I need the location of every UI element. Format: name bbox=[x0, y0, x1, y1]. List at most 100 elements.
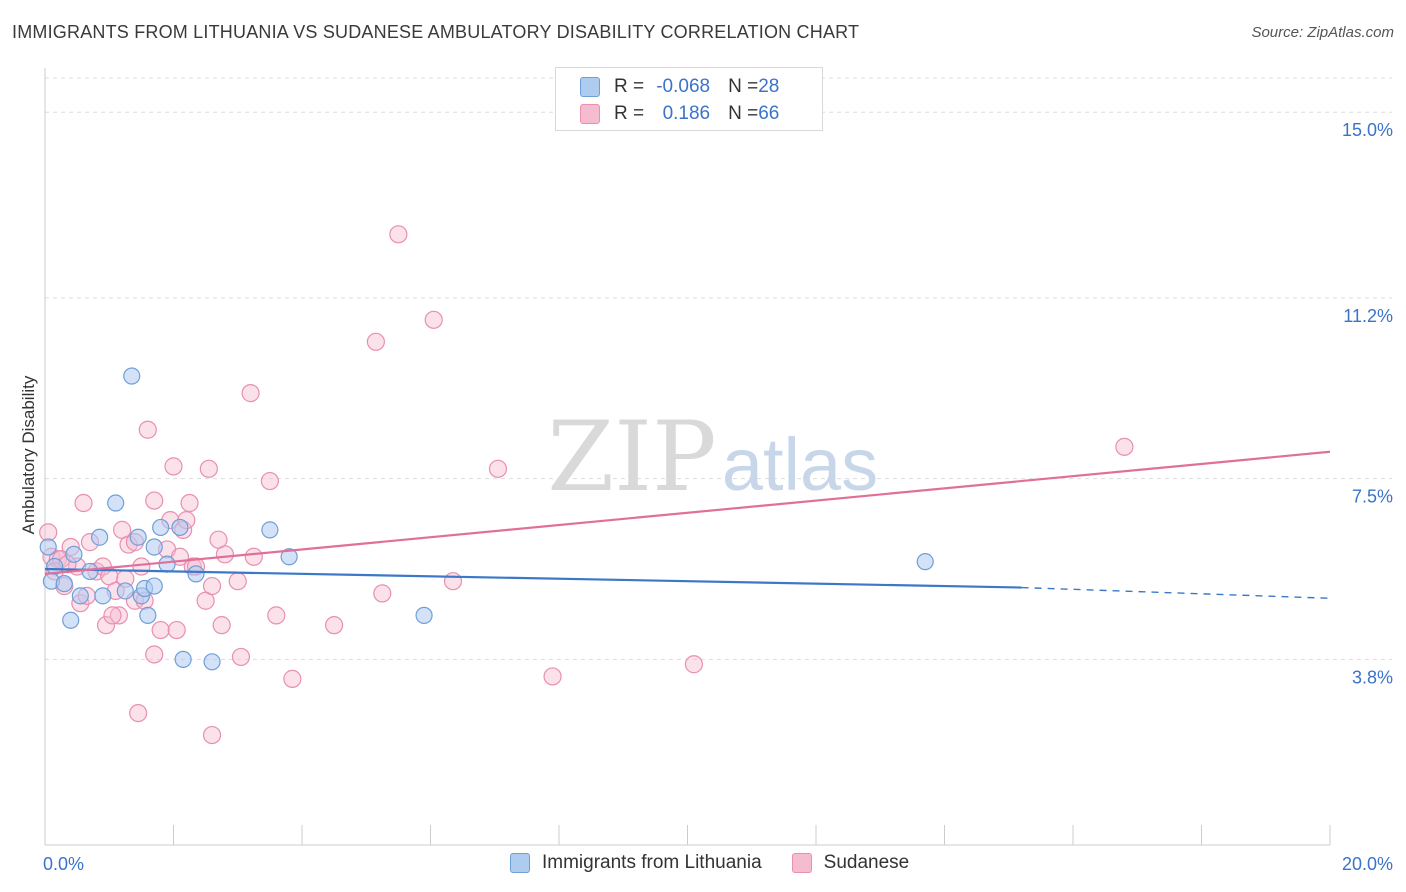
series-label-sudanese: Sudanese bbox=[823, 852, 910, 873]
sudanese-point bbox=[684, 655, 704, 674]
sudanese-point bbox=[109, 606, 128, 625]
lithuania-point bbox=[415, 606, 433, 624]
sudanese-point bbox=[325, 616, 344, 635]
legend-r-label: R = bbox=[614, 76, 645, 97]
sudanese-point bbox=[167, 620, 186, 640]
lithuania-point bbox=[55, 575, 73, 593]
correlation-legend: R = -0.068 N = 28 R = 0.186 N = 66 bbox=[555, 67, 823, 131]
legend-n-value: 28 bbox=[758, 76, 780, 97]
legend-swatch-pink bbox=[580, 104, 600, 124]
sudanese-point bbox=[145, 645, 164, 664]
lithuania-point bbox=[203, 653, 221, 671]
y-axis-label: Ambulatory Disability bbox=[19, 375, 38, 534]
watermark-zip: ZIP bbox=[547, 401, 716, 513]
watermark-atlas: atlas bbox=[722, 423, 878, 506]
chart-source: Source: ZipAtlas.com bbox=[1251, 24, 1394, 41]
sudanese-point bbox=[202, 576, 222, 596]
sudanese-point bbox=[132, 557, 151, 576]
x-tick-label: 20.0% bbox=[1342, 854, 1393, 874]
legend-r-value: -0.068 bbox=[656, 76, 711, 97]
legend-swatch-blue bbox=[580, 77, 600, 97]
sudanese-point bbox=[212, 616, 231, 635]
sudanese-point bbox=[209, 530, 228, 549]
sudanese-point bbox=[260, 471, 279, 491]
lithuania-point bbox=[174, 650, 192, 668]
y-tick-label: 15.0% bbox=[1342, 120, 1393, 140]
lithuania-point bbox=[116, 582, 134, 600]
sudanese-point bbox=[241, 384, 260, 403]
sudanese-point bbox=[103, 606, 122, 625]
sudanese-point bbox=[424, 310, 443, 329]
sudanese-point bbox=[96, 616, 116, 635]
tick-labels: 3.8% 7.5% 11.2% 15.0% 0.0% 20.0% bbox=[43, 120, 1393, 874]
lithuania-trend-extension bbox=[1021, 586, 1331, 599]
sudanese-point bbox=[138, 420, 157, 439]
sudanese-point bbox=[366, 332, 385, 351]
lithuania-point bbox=[145, 538, 163, 556]
series-legend: Immigrants from Lithuania Sudanese bbox=[510, 852, 939, 874]
legend-row-lithuania: R = -0.068 N = 28 bbox=[580, 75, 779, 99]
trend-lines bbox=[44, 450, 1331, 599]
lithuania-point bbox=[171, 518, 189, 537]
watermark: ZIP atlas bbox=[547, 401, 878, 513]
lithuania-point bbox=[280, 548, 298, 566]
sudanese-point bbox=[151, 620, 170, 640]
series-label-lithuania: Immigrants from Lithuania bbox=[542, 852, 762, 873]
lithuania-points bbox=[39, 367, 934, 671]
sudanese-point bbox=[1115, 437, 1134, 456]
lithuania-point bbox=[187, 565, 205, 583]
sudanese-point bbox=[145, 491, 164, 510]
legend-n-value: 66 bbox=[758, 103, 780, 124]
sudanese-trend-line bbox=[44, 450, 1331, 575]
sudanese-point bbox=[443, 572, 463, 591]
lithuania-point bbox=[129, 528, 147, 546]
sudanese-point bbox=[373, 584, 392, 603]
lithuania-point bbox=[81, 562, 99, 581]
legend-r-label: R = bbox=[614, 103, 645, 124]
series-legend-lithuania: Immigrants from Lithuania bbox=[510, 852, 762, 874]
lithuania-point bbox=[145, 577, 163, 595]
legend-n-label: N = bbox=[728, 76, 759, 97]
lithuania-point bbox=[62, 611, 80, 629]
axes-layer bbox=[44, 68, 1331, 846]
sudanese-point bbox=[180, 493, 199, 513]
lithuania-point bbox=[39, 538, 57, 556]
y-tick-label: 11.2% bbox=[1343, 306, 1393, 326]
lithuania-trend-line bbox=[44, 567, 1022, 589]
sudanese-point bbox=[202, 725, 222, 745]
series-swatch-pink bbox=[791, 853, 812, 873]
legend-row-sudanese: R = 0.186 N = 66 bbox=[580, 102, 779, 126]
lithuania-point bbox=[91, 528, 109, 546]
lithuania-point bbox=[107, 494, 125, 512]
sudanese-point bbox=[164, 457, 183, 476]
lithuania-point bbox=[71, 587, 89, 605]
sudanese-point bbox=[389, 225, 408, 244]
lithuania-point bbox=[139, 606, 157, 624]
sudanese-point bbox=[543, 667, 562, 686]
sudanese-point bbox=[267, 606, 286, 625]
series-legend-sudanese: Sudanese bbox=[791, 852, 910, 874]
lithuania-point bbox=[152, 518, 170, 537]
sudanese-point bbox=[39, 523, 58, 542]
lithuania-point bbox=[916, 553, 934, 571]
sudanese-point bbox=[129, 703, 148, 723]
sudanese-point bbox=[74, 493, 93, 513]
lithuania-point bbox=[65, 545, 83, 563]
lithuania-point bbox=[158, 555, 176, 573]
legend-n-label: N = bbox=[728, 103, 759, 124]
series-swatch-blue bbox=[510, 853, 530, 873]
lithuania-point bbox=[261, 521, 279, 539]
lithuania-point bbox=[123, 367, 141, 385]
sudanese-point bbox=[228, 572, 247, 591]
sudanese-point bbox=[199, 459, 218, 478]
sudanese-point bbox=[488, 459, 508, 478]
legend-r-value: 0.186 bbox=[662, 103, 711, 124]
lithuania-point bbox=[94, 587, 112, 605]
x-tick-label: 0.0% bbox=[43, 854, 84, 874]
y-tick-label: 3.8% bbox=[1352, 667, 1393, 687]
sudanese-point bbox=[231, 647, 251, 667]
y-tick-label: 7.5% bbox=[1352, 487, 1393, 507]
sudanese-point bbox=[283, 669, 302, 688]
sudanese-point bbox=[244, 547, 263, 566]
